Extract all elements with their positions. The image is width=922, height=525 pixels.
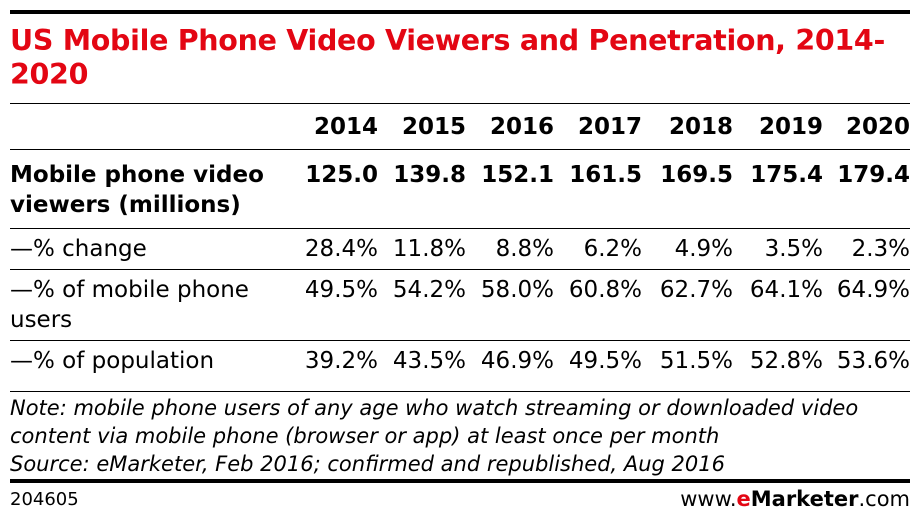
header-corner: [10, 105, 278, 150]
table-cell: 49.5%: [278, 269, 378, 341]
brand-logo: www.eMarketer.com: [680, 487, 910, 511]
note-text: Note: mobile phone users of any age who …: [10, 396, 859, 448]
source-text: Source: eMarketer, Feb 2016; confirmed a…: [10, 452, 726, 476]
table-cell: 3.5%: [733, 228, 823, 270]
note-block: Note: mobile phone users of any age who …: [10, 394, 910, 478]
column-header: 2017: [577, 114, 642, 140]
table-cell: 46.9%: [466, 340, 554, 381]
table-cell: 49.5%: [554, 340, 642, 381]
chart-title: US Mobile Phone Video Viewers and Penetr…: [10, 24, 885, 91]
table-cell: 161.5: [554, 149, 642, 229]
brand-suffix: .com: [858, 487, 910, 511]
table-row: —% of mobile phone users 49.5% 54.2% 58.…: [10, 269, 910, 341]
table-cell: 139.8: [378, 149, 466, 229]
table-row: —% of population 39.2% 43.5% 46.9% 49.5%…: [10, 340, 910, 381]
table-cell: 125.0: [278, 149, 378, 229]
table-cell: 51.5%: [642, 340, 733, 381]
table-row: —% change 28.4% 11.8% 8.8% 6.2% 4.9% 3.5…: [10, 228, 910, 270]
header-row: 2014 2015 2016 2017 2018 2019 2020: [10, 105, 910, 150]
row-label: Mobile phone video viewers (millions): [10, 149, 278, 229]
table-cell: 54.2%: [378, 269, 466, 341]
table-cell: 175.4: [733, 149, 823, 229]
column-header: 2020: [845, 114, 910, 140]
brand-e: e: [736, 487, 751, 511]
bottom-rule: [10, 479, 910, 483]
column-header: 2015: [401, 114, 466, 140]
table-row: Mobile phone video viewers (millions) 12…: [10, 149, 910, 229]
header-rule: [10, 103, 910, 104]
table-cell: 2.3%: [823, 228, 910, 270]
table-cell: 43.5%: [378, 340, 466, 381]
table-cell: 39.2%: [278, 340, 378, 381]
table-cell: 179.4: [823, 149, 910, 229]
table-cell: 64.9%: [823, 269, 910, 341]
table-cell: 169.5: [642, 149, 733, 229]
column-header: 2014: [313, 114, 378, 140]
row-label: —% change: [10, 228, 278, 270]
table-cell: 4.9%: [642, 228, 733, 270]
table-cell: 11.8%: [378, 228, 466, 270]
column-header: 2016: [489, 114, 554, 140]
table-cell: 6.2%: [554, 228, 642, 270]
column-header: 2018: [668, 114, 733, 140]
table-cell: 28.4%: [278, 228, 378, 270]
table-cell: 62.7%: [642, 269, 733, 341]
brand-name: Marketer: [750, 487, 859, 511]
table-cell: 52.8%: [733, 340, 823, 381]
row-label: —% of population: [10, 340, 278, 381]
table-cell: 53.6%: [823, 340, 910, 381]
table-cell: 60.8%: [554, 269, 642, 341]
data-table: 2014 2015 2016 2017 2018 2019 2020 Mobil…: [10, 105, 910, 381]
table-cell: 58.0%: [466, 269, 554, 341]
table-cell: 64.1%: [733, 269, 823, 341]
row-label: —% of mobile phone users: [10, 269, 278, 341]
chart-id: 204605: [10, 489, 79, 510]
table-cell: 152.1: [466, 149, 554, 229]
column-header: 2019: [758, 114, 823, 140]
brand-prefix: www.: [680, 487, 737, 511]
table-cell: 8.8%: [466, 228, 554, 270]
note-rule: [10, 391, 910, 392]
top-rule: [10, 10, 910, 14]
